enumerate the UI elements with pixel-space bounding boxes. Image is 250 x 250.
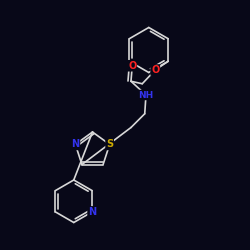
Text: NH: NH: [138, 90, 154, 100]
Text: N: N: [88, 207, 96, 217]
Text: S: S: [106, 140, 113, 149]
Text: O: O: [128, 61, 136, 71]
Text: O: O: [151, 65, 159, 75]
Text: N: N: [71, 140, 80, 149]
